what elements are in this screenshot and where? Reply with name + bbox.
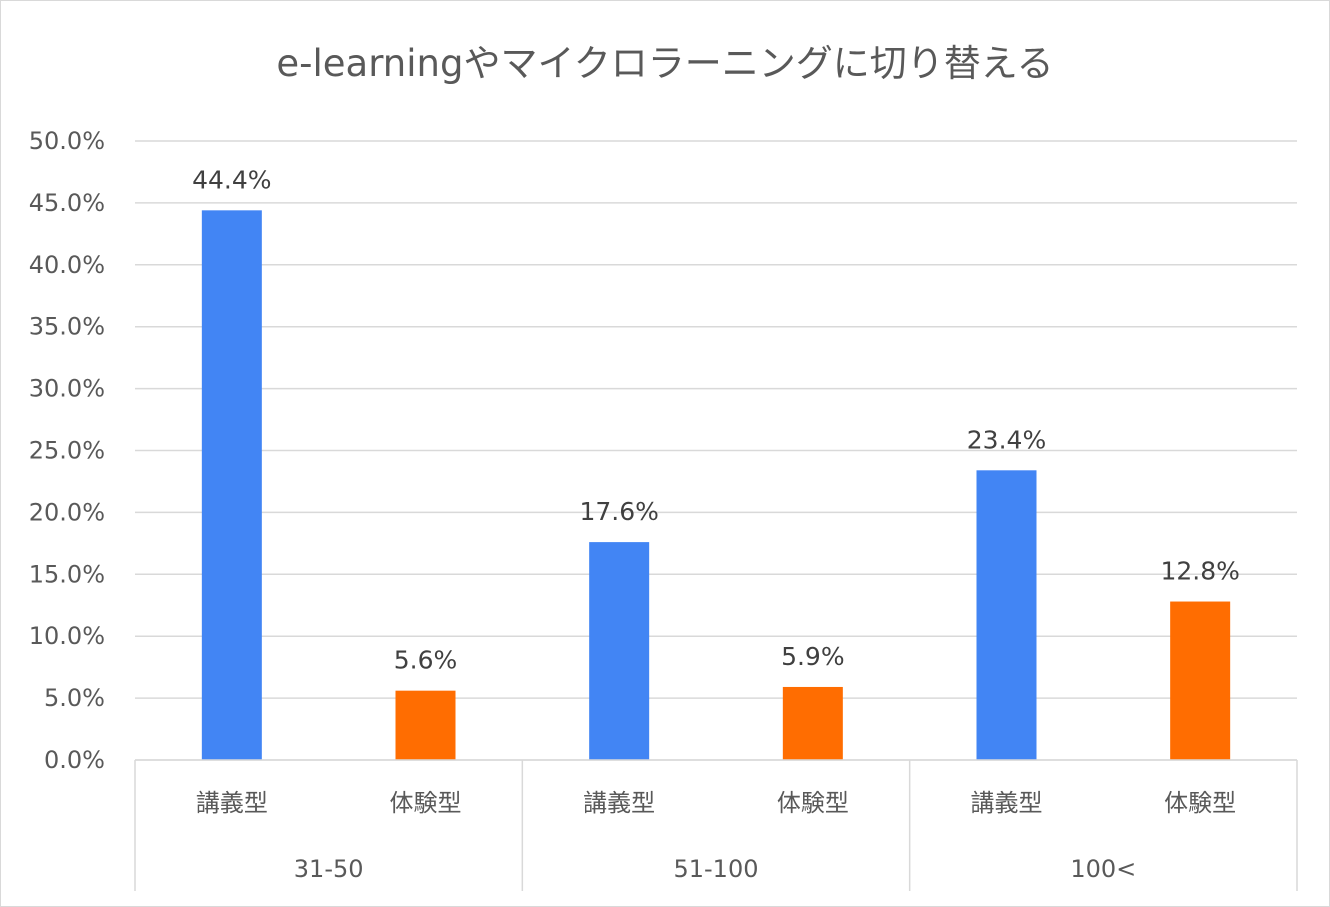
x-tick-label: 講義型 — [196, 789, 268, 817]
group-label: 31-50 — [294, 855, 364, 883]
y-tick-label: 15.0% — [29, 560, 105, 588]
data-label: 5.6% — [394, 646, 458, 675]
data-label: 12.8% — [1160, 557, 1239, 586]
y-tick-label: 30.0% — [29, 375, 105, 403]
y-tick-label: 40.0% — [29, 251, 105, 279]
y-tick-label: 50.0% — [29, 127, 105, 155]
x-tick-label: 体験型 — [1164, 789, 1236, 817]
x-tick-label: 講義型 — [583, 789, 655, 817]
bar — [1170, 601, 1231, 760]
y-tick-label: 25.0% — [29, 437, 105, 465]
y-tick-label: 0.0% — [44, 746, 105, 774]
y-tick-label: 35.0% — [29, 313, 105, 341]
group-label: 100< — [1070, 855, 1136, 883]
gridlines — [135, 140, 1297, 761]
bar — [976, 470, 1037, 760]
bar — [201, 210, 262, 760]
data-label: 5.9% — [781, 642, 845, 671]
x-axis: 講義型 体験型 31-50 講義型 体験型 51-100 講義型 体験型 100< — [134, 759, 1298, 891]
y-tick-label: 20.0% — [29, 498, 105, 526]
y-tick-label: 10.0% — [29, 622, 105, 650]
data-label: 23.4% — [967, 425, 1046, 454]
bar — [395, 690, 456, 760]
data-labels: 44.4% 5.6% 17.6% 5.9% 23.4% 12.8% — [192, 165, 1240, 674]
data-label: 44.4% — [192, 165, 271, 194]
data-label: 17.6% — [579, 497, 658, 526]
x-tick-label: 講義型 — [971, 789, 1043, 817]
x-tick-label: 体験型 — [777, 789, 849, 817]
x-tick-label: 体験型 — [390, 789, 462, 817]
bars — [201, 210, 1231, 760]
chart-title: e-learningやマイクロラーニングに切り替える — [276, 42, 1053, 85]
y-tick-label: 5.0% — [44, 684, 105, 712]
y-tick-label: 45.0% — [29, 189, 105, 217]
bar — [782, 686, 843, 760]
bar — [589, 542, 650, 760]
y-axis-ticks: 0.0% 5.0% 10.0% 15.0% 20.0% 25.0% 30.0% 35.0% 40… — [29, 127, 105, 774]
group-label: 51-100 — [673, 855, 758, 883]
